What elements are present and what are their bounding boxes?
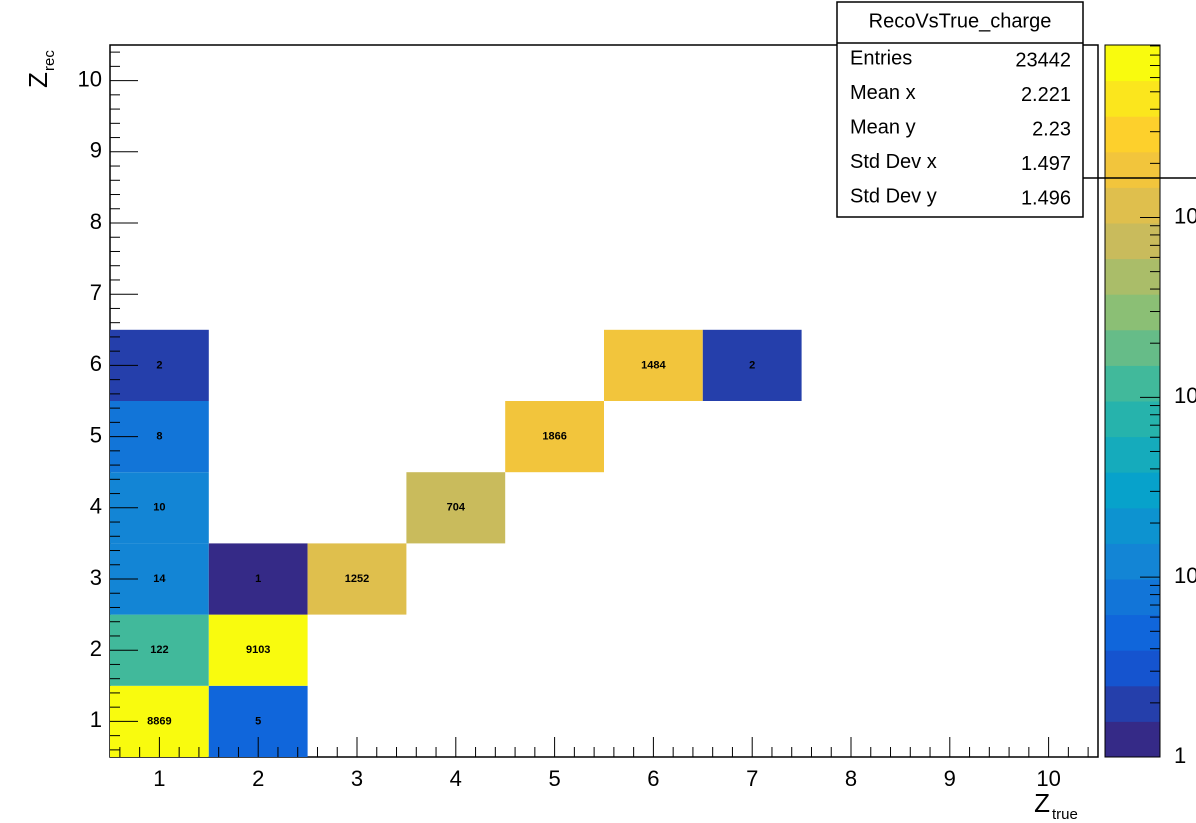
y-tick-label: 6 [90, 351, 102, 376]
cell-label: 1 [255, 573, 261, 585]
cell [604, 329, 703, 401]
colorbar: 1 10 10 10 [1104, 44, 1196, 768]
y-tick-label: 7 [90, 280, 102, 305]
color-band [1105, 151, 1160, 188]
stats-frame [836, 1, 1084, 218]
x-tick-label: 10 [1036, 766, 1060, 791]
cell [702, 329, 802, 401]
cell-label: 14 [153, 573, 166, 585]
x-axis-label-sub: true [1052, 806, 1078, 823]
x-tick-label: 6 [647, 766, 659, 791]
cell [307, 543, 407, 615]
y-tick-label: 5 [90, 422, 102, 447]
cell-label: 8 [156, 431, 162, 443]
color-band [1105, 223, 1160, 260]
x-axis-label: Z [1034, 788, 1050, 818]
x-tick-label: 9 [944, 766, 956, 791]
colorbar-frame [1104, 44, 1161, 758]
color-band [1105, 329, 1160, 366]
color-band [1105, 365, 1160, 402]
cell-label: 122 [150, 644, 168, 656]
color-band [1105, 650, 1160, 687]
stats-value: 2.23 [1032, 118, 1071, 140]
stats-value: 2.221 [1021, 84, 1071, 106]
stats-box: RecoVsTrue_charge Entries 23442 Mean x 2.22… [836, 1, 1084, 218]
stats-title: RecoVsTrue_charge [869, 10, 1052, 32]
axes: 1 2 3 4 5 6 7 8 9 10 1 2 3 4 5 6 7 8 9 10 [78, 51, 1089, 791]
y-tick-label: 10 [78, 66, 102, 91]
cells: 8869 122 14 10 8 2 5 9103 1 1252 704 1866 1484 2 [110, 329, 802, 757]
x-tick-label: 2 [252, 766, 264, 791]
cell-label: 1484 [641, 359, 666, 371]
y-tick-label: 9 [90, 138, 102, 163]
cell-label: 2 [749, 359, 755, 371]
stats-value: 23442 [1015, 49, 1071, 71]
color-band [1105, 507, 1160, 544]
color-band [1105, 187, 1160, 224]
y-tick-label: 3 [90, 565, 102, 590]
color-band [1105, 614, 1160, 651]
stats-label: Entries [850, 47, 912, 69]
x-tick-label: 5 [548, 766, 560, 791]
cell [208, 614, 308, 686]
y-axis-label-sub: rec [41, 50, 58, 71]
stats-label: Mean x [850, 82, 916, 104]
cell-label: 5 [255, 715, 261, 727]
color-band [1105, 116, 1160, 153]
y-axis-label-group: Z rec [23, 50, 58, 88]
cell [208, 543, 308, 615]
color-band [1105, 579, 1160, 616]
cell-label: 9103 [246, 644, 270, 656]
color-band [1105, 685, 1160, 722]
stats-value: 1.497 [1021, 153, 1071, 175]
x-tick-label: 1 [153, 766, 165, 791]
color-band [1105, 80, 1160, 117]
z-tick-label: 1 [1174, 743, 1186, 768]
cell [406, 472, 506, 544]
cell-label: 10 [153, 502, 165, 514]
stats-label: Std Dev x [850, 151, 937, 173]
color-band [1105, 721, 1160, 758]
x-tick-label: 4 [450, 766, 462, 791]
z-tick-label: 10 [1174, 203, 1196, 228]
z-tick-label: 10 [1174, 563, 1196, 588]
cell-label: 704 [447, 502, 466, 514]
color-band [1105, 294, 1160, 331]
y-tick-label: 8 [90, 209, 102, 234]
cell-label: 1866 [542, 431, 566, 443]
y-tick-label: 1 [90, 707, 102, 732]
cell-label: 1252 [345, 573, 369, 585]
y-axis-label: Z [23, 72, 53, 88]
cell-label: 8869 [147, 715, 171, 727]
x-tick-label: 7 [746, 766, 758, 791]
cell-label: 2 [156, 359, 162, 371]
color-band [1105, 472, 1160, 509]
y-tick-label: 2 [90, 636, 102, 661]
cell [505, 401, 604, 473]
stats-label: Std Dev y [850, 185, 937, 207]
y-tick-label: 4 [90, 494, 102, 519]
color-band [1105, 401, 1160, 438]
z-tick-label: 10 [1174, 383, 1196, 408]
x-tick-label: 3 [351, 766, 363, 791]
color-band [1105, 436, 1160, 473]
color-band [1105, 543, 1160, 580]
stats-value: 1.496 [1021, 187, 1071, 209]
x-tick-label: 8 [845, 766, 857, 791]
stats-label: Mean y [850, 116, 916, 138]
color-band [1105, 45, 1160, 82]
